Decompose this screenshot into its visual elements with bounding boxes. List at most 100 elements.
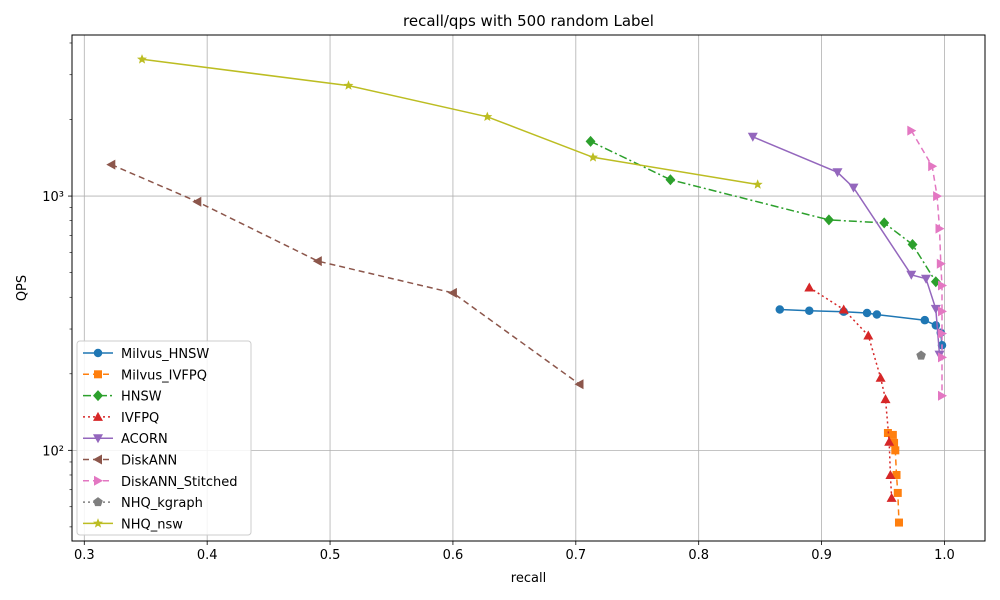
data-point — [880, 394, 891, 404]
data-point — [916, 350, 926, 360]
x-axis-title: recall — [511, 571, 546, 586]
data-point — [805, 306, 814, 315]
legend-item: NHQ_nsw — [83, 517, 183, 532]
data-point — [838, 304, 849, 314]
data-point — [482, 111, 493, 121]
data-point — [907, 125, 917, 136]
series-line — [141, 58, 758, 186]
legend-item: DiskANN — [83, 454, 177, 469]
data-point — [312, 256, 322, 267]
data-point — [747, 132, 758, 142]
data-point — [906, 270, 917, 280]
legend-label: DiskANN_Stitched — [121, 475, 237, 490]
legend-marker — [93, 390, 103, 402]
data-point — [875, 372, 886, 382]
data-point — [930, 276, 941, 288]
data-point — [938, 352, 947, 363]
legend-label: NHQ_nsw — [121, 517, 183, 532]
data-point — [938, 306, 947, 317]
series-hnsw — [585, 135, 941, 288]
legend-label: ACORN — [121, 432, 168, 447]
series-diskann — [106, 159, 584, 390]
data-point — [935, 223, 945, 234]
data-point — [447, 287, 457, 298]
data-point — [938, 390, 947, 401]
legend-label: Milvus_HNSW — [121, 347, 209, 362]
data-point — [588, 152, 598, 162]
series-line — [808, 286, 893, 498]
data-point — [933, 191, 943, 202]
data-point — [884, 436, 895, 446]
legend-marker — [93, 411, 103, 421]
series-line — [590, 140, 937, 283]
series-line — [111, 163, 580, 385]
data-point — [928, 161, 938, 172]
x-tick-label: 0.7 — [565, 548, 586, 563]
legend-marker — [93, 434, 103, 444]
data-point — [938, 328, 947, 339]
data-point — [804, 282, 815, 292]
x-tick-label: 0.9 — [811, 548, 832, 563]
x-tick-label: 0.6 — [443, 548, 464, 563]
data-point — [574, 379, 584, 390]
legend-item: DiskANN_Stitched — [83, 475, 237, 490]
series-layer — [106, 54, 947, 527]
data-point — [343, 80, 354, 90]
axis-ticks: 0.3 0.4 0.5 0.6 0.7 0.8 0.9 1.0 10² 10³ — [42, 42, 955, 563]
legend-label: IVFPQ — [121, 411, 159, 426]
legend-item: ACORN — [83, 432, 168, 447]
data-point — [892, 470, 901, 479]
data-point — [192, 196, 202, 207]
x-tick-label: 0.8 — [688, 548, 709, 563]
legend-item: NHQ_kgraph — [83, 496, 203, 511]
data-point — [888, 430, 897, 439]
legend-marker — [93, 348, 103, 358]
legend-marker — [93, 454, 102, 465]
data-point — [936, 258, 946, 269]
x-tick-label: 0.5 — [320, 548, 341, 563]
data-point — [862, 308, 872, 318]
data-point — [775, 305, 785, 314]
y-tick-label: 10² — [42, 444, 64, 459]
data-point — [824, 214, 834, 226]
legend-label: HNSW — [121, 390, 162, 405]
data-point — [894, 518, 903, 527]
legend-label: NHQ_kgraph — [121, 496, 203, 511]
data-point — [885, 470, 896, 479]
series-line — [910, 130, 943, 396]
data-point — [872, 310, 882, 319]
series-diskann-stitched — [907, 125, 947, 401]
x-tick-label: 0.3 — [74, 548, 95, 563]
data-point — [752, 179, 763, 189]
data-point — [938, 280, 947, 291]
legend-item: IVFPQ — [83, 411, 159, 426]
data-point — [863, 330, 874, 340]
y-axis-title: QPS — [15, 275, 30, 301]
plot-frame — [71, 34, 986, 542]
data-point — [848, 183, 859, 193]
legend-marker — [93, 497, 103, 507]
data-point — [920, 315, 930, 325]
data-point — [893, 488, 902, 497]
data-point — [921, 274, 931, 284]
data-point — [585, 135, 596, 147]
data-point — [879, 217, 890, 229]
chart-title: recall/qps with 500 random Label — [403, 12, 654, 30]
legend-marker — [94, 475, 103, 486]
series-acorn — [747, 132, 945, 360]
data-point — [886, 492, 897, 502]
series-nhq-kgraph — [916, 350, 926, 360]
series-nhq-nsw — [137, 54, 763, 189]
legend: Milvus_HNSW Milvus_IVFPQ HNSW IVFPQ ACORN Dis… — [76, 340, 252, 536]
grid-lines — [72, 35, 985, 541]
data-point — [891, 446, 900, 455]
legend-label: Milvus_IVFPQ — [121, 368, 207, 383]
legend-label: DiskANN — [121, 454, 177, 469]
x-tick-label: 1.0 — [934, 548, 955, 563]
y-tick-label: 10³ — [42, 190, 64, 205]
data-point — [137, 54, 147, 64]
legend-item: HNSW — [83, 390, 162, 405]
data-point — [665, 174, 676, 186]
x-tick-label: 0.4 — [197, 548, 218, 563]
